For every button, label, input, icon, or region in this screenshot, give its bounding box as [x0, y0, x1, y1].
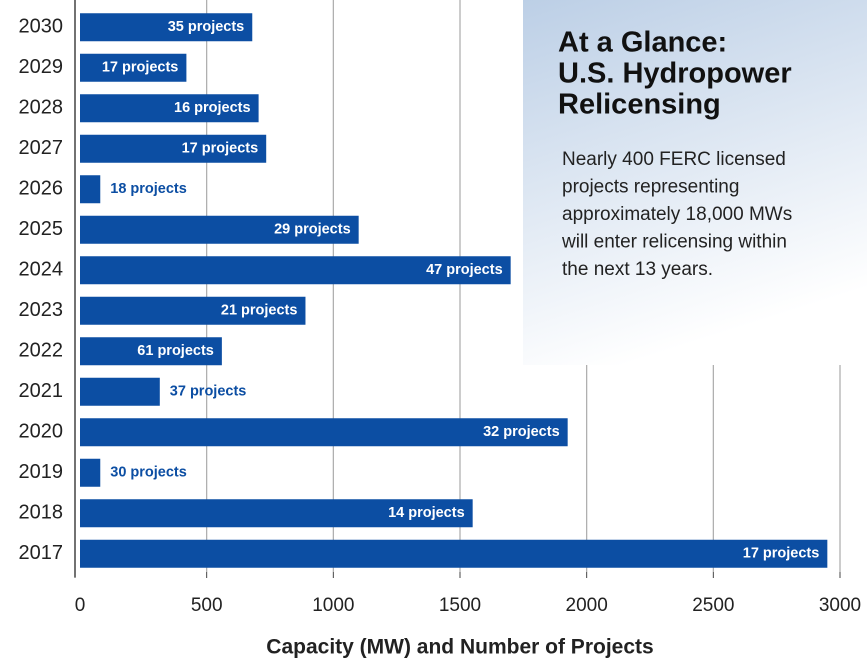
bar — [80, 175, 101, 204]
y-tick-label: 2030 — [19, 16, 64, 38]
y-tick-label: 2019 — [19, 461, 64, 483]
bar-label: 17 projects — [182, 141, 259, 157]
y-tick-label: 2023 — [19, 299, 64, 321]
y-tick-label: 2025 — [19, 218, 64, 240]
bar — [80, 418, 568, 447]
x-tick-label: 3000 — [819, 595, 861, 616]
bar-label: 17 projects — [102, 60, 179, 76]
bar-label: 37 projects — [170, 384, 247, 400]
y-tick-label: 2024 — [19, 259, 64, 281]
bar-label: 47 projects — [426, 262, 503, 278]
bar — [80, 337, 222, 366]
x-tick-label: 1000 — [312, 595, 354, 616]
bars: 2030 35 projects 2029 17 projects 2028 16 pro… — [19, 13, 828, 568]
y-tick-label: 2027 — [19, 137, 64, 159]
x-tick-label: 2500 — [692, 595, 734, 616]
bar-label: 21 projects — [221, 303, 298, 319]
bar-label: 32 projects — [483, 424, 560, 440]
bar-label: 29 projects — [274, 222, 351, 238]
y-tick-label: 2021 — [19, 380, 64, 402]
inset-title: U.S. Hydropower — [558, 58, 792, 90]
bar — [80, 296, 306, 325]
inset-text: will enter relicensing within — [561, 232, 787, 253]
bar — [80, 539, 828, 568]
bar — [80, 215, 359, 244]
y-tick-label: 2029 — [19, 56, 64, 78]
bar — [80, 458, 101, 487]
inset-title: Relicensing — [558, 89, 721, 121]
inset-text: the next 13 years. — [562, 259, 713, 280]
y-tick-label: 2026 — [19, 178, 64, 200]
x-tick-label: 1500 — [439, 595, 481, 616]
bar — [80, 377, 160, 406]
bar-label: 14 projects — [388, 505, 465, 521]
x-tick-label: 2000 — [566, 595, 608, 616]
inset-box — [523, 0, 867, 365]
inset-text: approximately 18,000 MWs — [562, 204, 792, 225]
bar — [80, 499, 473, 528]
inset-text: projects representing — [562, 177, 739, 198]
bar — [80, 134, 267, 163]
bar-label: 17 projects — [743, 546, 820, 562]
y-tick-label: 2017 — [19, 542, 64, 564]
bar-label: 30 projects — [110, 465, 187, 481]
bar-label: 61 projects — [137, 343, 214, 359]
x-tick-label: 0 — [75, 595, 86, 616]
bar-label: 16 projects — [174, 100, 251, 116]
y-tick-label: 2022 — [19, 340, 64, 362]
bar — [80, 53, 187, 82]
bar — [80, 94, 259, 123]
x-tick-label: 500 — [191, 595, 223, 616]
bar — [80, 13, 253, 42]
y-tick-label: 2020 — [19, 421, 64, 443]
inset-text: Nearly 400 FERC licensed — [562, 149, 786, 170]
inset-title: At a Glance: — [558, 27, 727, 59]
bar-label: 18 projects — [110, 181, 187, 197]
bar-label: 35 projects — [168, 19, 245, 35]
bar — [80, 256, 511, 285]
y-tick-label: 2018 — [19, 502, 64, 524]
y-tick-label: 2028 — [19, 97, 64, 119]
x-axis-title: Capacity (MW) and Number of Projects — [266, 636, 653, 659]
